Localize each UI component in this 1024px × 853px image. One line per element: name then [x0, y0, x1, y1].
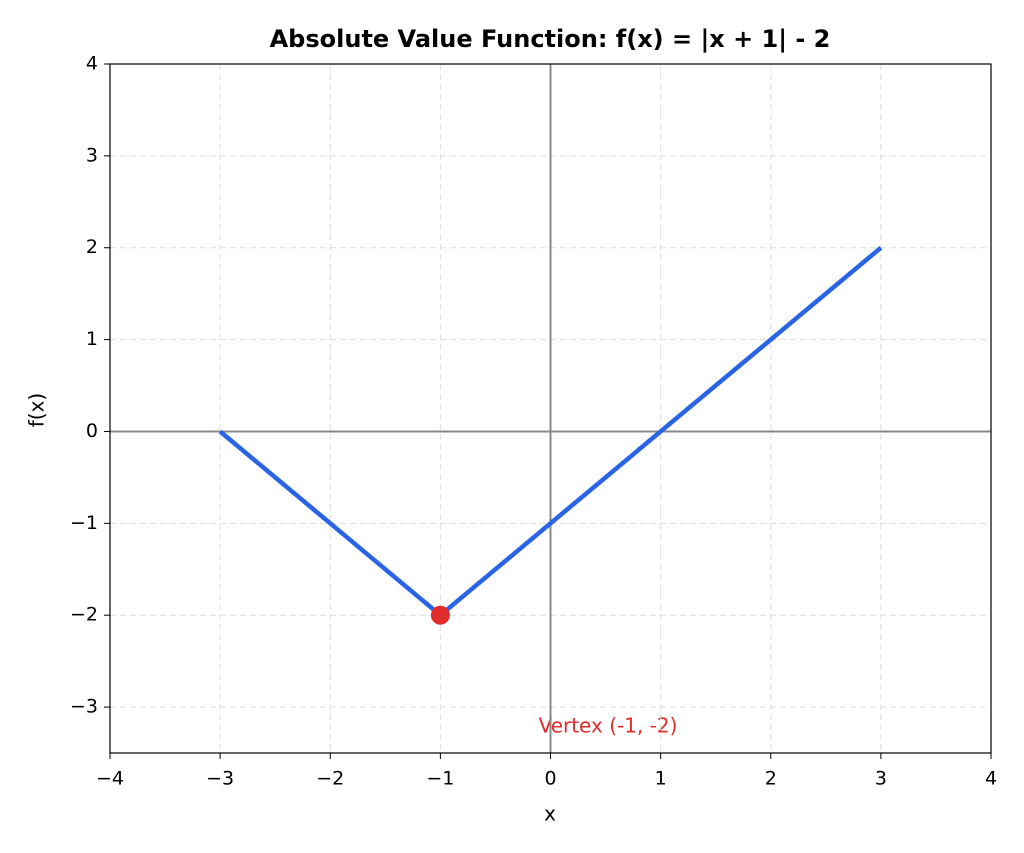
- y-tick-label: 1: [86, 328, 98, 350]
- y-axis-label: f(x): [25, 393, 49, 427]
- x-tick-label: −1: [426, 768, 454, 790]
- y-tick-label: 3: [86, 144, 98, 166]
- y-tick-label: −1: [70, 512, 98, 534]
- y-tick-label: −2: [70, 604, 98, 626]
- x-tick-label: 0: [544, 768, 556, 790]
- plot-frame: [109, 63, 992, 754]
- x-tick-label: −3: [206, 768, 234, 790]
- y-tick-label: −3: [70, 696, 98, 718]
- vertex-annotation: Vertex (-1, -2): [539, 714, 678, 738]
- x-tick-label: 4: [985, 768, 997, 790]
- y-tick-label: 2: [86, 236, 98, 258]
- x-tick-label: 3: [875, 768, 887, 790]
- y-tick-label: 4: [86, 53, 98, 75]
- vertex-point: [430, 605, 450, 625]
- x-tick-label: 1: [655, 768, 667, 790]
- x-tick-label: 2: [765, 768, 777, 790]
- y-tick-label: 0: [86, 420, 98, 442]
- x-tick-label: −2: [316, 768, 344, 790]
- x-tick-label: −4: [96, 768, 124, 790]
- x-axis-label: x: [544, 802, 556, 826]
- chart-title: Absolute Value Function: f(x) = |x + 1| …: [270, 25, 831, 53]
